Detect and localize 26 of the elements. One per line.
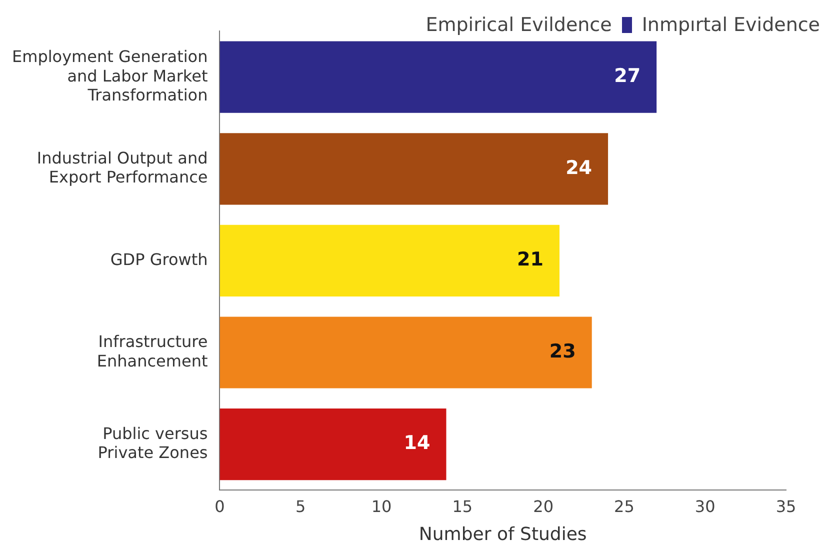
data-label: 21 xyxy=(517,248,544,271)
y-tick-label: Industrial Output and Export Performance xyxy=(36,148,208,187)
x-tick-label: 10 xyxy=(371,496,392,516)
data-label: 24 xyxy=(566,156,592,179)
bar xyxy=(220,133,608,205)
x-tick-label: 5 xyxy=(296,496,306,516)
legend-title: Empirical Evildence xyxy=(426,14,612,36)
bar xyxy=(220,408,446,480)
y-tick-label: GDP Growth xyxy=(110,250,208,269)
x-tick-label: 30 xyxy=(694,496,716,516)
x-axis-title: Number of Studies xyxy=(418,524,587,545)
x-tick-label: 35 xyxy=(776,496,796,516)
x-tick-label: 15 xyxy=(452,496,473,516)
data-label: 14 xyxy=(404,432,430,454)
legend-label: Inmpırtal Evidence xyxy=(642,14,820,36)
y-tick-label: Infrastructure Enhancement xyxy=(96,332,208,370)
y-tick-label: Public versus Private Zones xyxy=(98,424,208,462)
bar xyxy=(220,224,560,296)
bar xyxy=(220,316,592,388)
data-label: 23 xyxy=(549,340,576,362)
data-label: 27 xyxy=(614,65,641,88)
bar xyxy=(220,41,657,113)
x-tick-label: 25 xyxy=(614,496,634,516)
y-tick-label: Employment Generation and Labor Market Transformation xyxy=(12,47,208,104)
x-tick-label: 20 xyxy=(533,496,554,516)
x-tick-label: 0 xyxy=(214,496,225,516)
